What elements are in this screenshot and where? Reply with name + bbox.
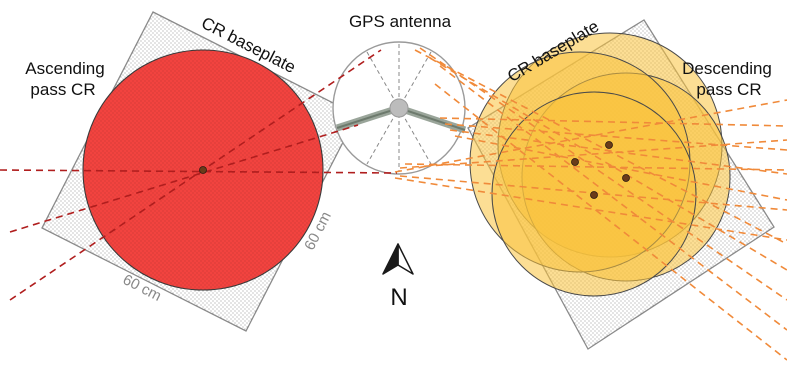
cr-centers — [199, 141, 630, 199]
ascending-label-line2: pass CR — [30, 80, 95, 99]
descending-rays — [394, 47, 787, 361]
descending-label-line1: Descending — [682, 59, 772, 78]
north-label: N — [390, 284, 407, 311]
gps-antenna-label: GPS antenna — [349, 12, 452, 31]
ascending-rays — [0, 49, 398, 301]
gps-antenna — [332, 41, 467, 175]
descending-label-line2: pass CR — [696, 80, 761, 99]
north-arrow-icon — [382, 243, 414, 275]
ascending-label-line1: Ascending — [25, 59, 104, 78]
